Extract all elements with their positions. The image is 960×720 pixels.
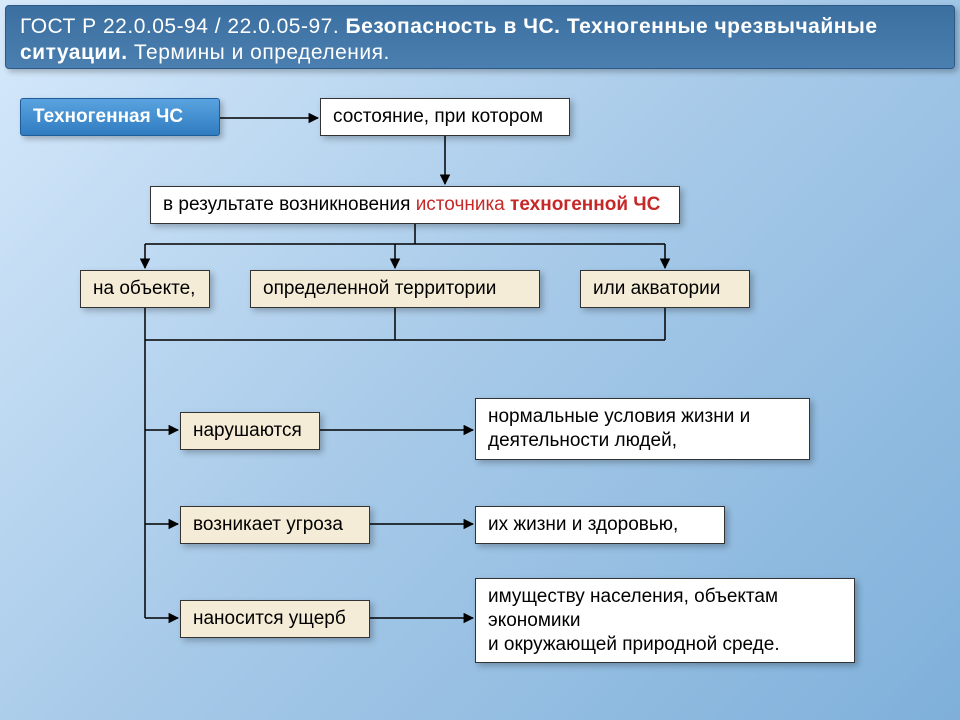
node-eff3d: имуществу населения, объектам экономики … bbox=[475, 578, 855, 663]
node-loc1: на объекте, bbox=[80, 270, 210, 308]
node-eff2d: их жизни и здоровью, bbox=[475, 506, 725, 544]
header-text-1: ГОСТ Р 22.0.05-94 / 22.0.05-97. bbox=[20, 15, 346, 38]
node-eff2d-label: их жизни и здоровью, bbox=[488, 514, 678, 535]
node-loc2: определенной территории bbox=[250, 270, 540, 308]
header-text-2: Термины и определения. bbox=[134, 41, 390, 64]
node-eff1d-label: нормальные условия жизни и деятельности … bbox=[488, 406, 750, 451]
node-state-label: состояние, при котором bbox=[333, 106, 543, 127]
node-eff1: нарушаются bbox=[180, 412, 320, 450]
node-eff3: наносится ущерб bbox=[180, 600, 370, 638]
node-root-label: Техногенная ЧС bbox=[33, 106, 183, 127]
node-loc1-label: на объекте, bbox=[93, 278, 195, 299]
node-result-p1: в результате возникновения bbox=[163, 194, 416, 215]
node-eff2: возникает угроза bbox=[180, 506, 370, 544]
node-loc2-label: определенной территории bbox=[263, 278, 496, 299]
node-result: в результате возникновения источника тех… bbox=[150, 186, 680, 224]
node-state: состояние, при котором bbox=[320, 98, 570, 136]
node-eff3-label: наносится ущерб bbox=[193, 608, 346, 629]
node-root: Техногенная ЧС bbox=[20, 98, 220, 136]
node-eff3d-label: имуществу населения, объектам экономики … bbox=[488, 586, 780, 655]
node-eff1d: нормальные условия жизни и деятельности … bbox=[475, 398, 810, 460]
node-eff1-label: нарушаются bbox=[193, 420, 302, 441]
header-banner: ГОСТ Р 22.0.05-94 / 22.0.05-97. Безопасн… bbox=[5, 5, 955, 69]
node-eff2-label: возникает угроза bbox=[193, 514, 343, 535]
node-loc3: или акватории bbox=[580, 270, 750, 308]
node-loc3-label: или акватории bbox=[593, 278, 720, 299]
node-result-redb: техногенной ЧС bbox=[510, 194, 660, 215]
node-result-red: источника bbox=[416, 194, 510, 215]
